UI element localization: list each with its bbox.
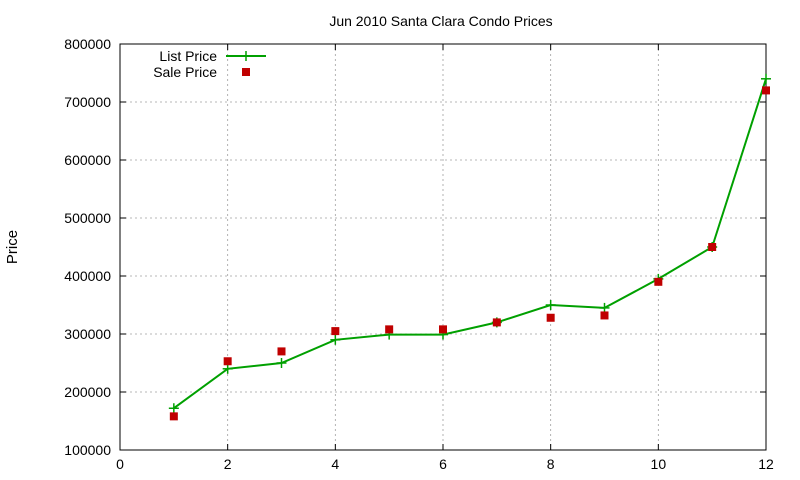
- sale-price-point: [600, 311, 609, 320]
- chart-title: Jun 2010 Santa Clara Condo Prices: [329, 13, 552, 29]
- series-group: [168, 73, 771, 421]
- sale-price-point: [331, 327, 340, 336]
- y-tick-label: 600000: [64, 152, 111, 168]
- x-tick-label: 10: [651, 456, 667, 472]
- sale-price-point: [762, 86, 770, 95]
- y-tick-label: 100000: [64, 442, 111, 458]
- list-price-point: [761, 73, 771, 84]
- x-tick-label: 8: [547, 456, 555, 472]
- sale-price-point: [169, 412, 178, 421]
- legend-label: List Price: [159, 48, 217, 64]
- sale-price-point: [223, 357, 232, 366]
- sale-price-point: [385, 325, 394, 334]
- list-price-point: [599, 302, 610, 313]
- x-tick-label: 6: [439, 456, 447, 472]
- x-tick-label: 0: [116, 456, 124, 472]
- legend-square-swatch: [242, 68, 250, 76]
- list-price-point: [276, 358, 287, 368]
- y-tick-label: 300000: [64, 326, 111, 342]
- list-price-point: [545, 300, 556, 310]
- y-tick-label: 200000: [64, 384, 111, 400]
- y-tick-label: 700000: [64, 94, 111, 110]
- x-tick-label: 4: [331, 456, 339, 472]
- x-tick-label: 12: [758, 456, 774, 472]
- legend-label: Sale Price: [153, 64, 217, 80]
- sale-price-point: [708, 243, 717, 251]
- list-price-line: [173, 78, 767, 410]
- list-price-point: [330, 334, 341, 345]
- list-price-point: [168, 403, 179, 414]
- y-tick-label: 400000: [64, 268, 111, 284]
- axis-ticks: 0 2 4 6 8 10 12 100000 200000 300000 400000 500000 6…: [64, 36, 774, 472]
- sale-price-point: [439, 325, 447, 334]
- sale-price-point: [492, 318, 501, 327]
- y-tick-label: 500000: [64, 210, 111, 226]
- legend-cross-swatch: [241, 51, 251, 61]
- list-price-point: [222, 363, 233, 374]
- x-tick-label: 2: [224, 456, 232, 472]
- sale-price-point: [654, 277, 663, 286]
- sale-price-point: [277, 347, 286, 356]
- y-tick-label: 800000: [64, 36, 111, 52]
- y-axis-label: Price: [4, 230, 21, 264]
- grid: [120, 44, 766, 450]
- sale-price-point: [546, 313, 555, 322]
